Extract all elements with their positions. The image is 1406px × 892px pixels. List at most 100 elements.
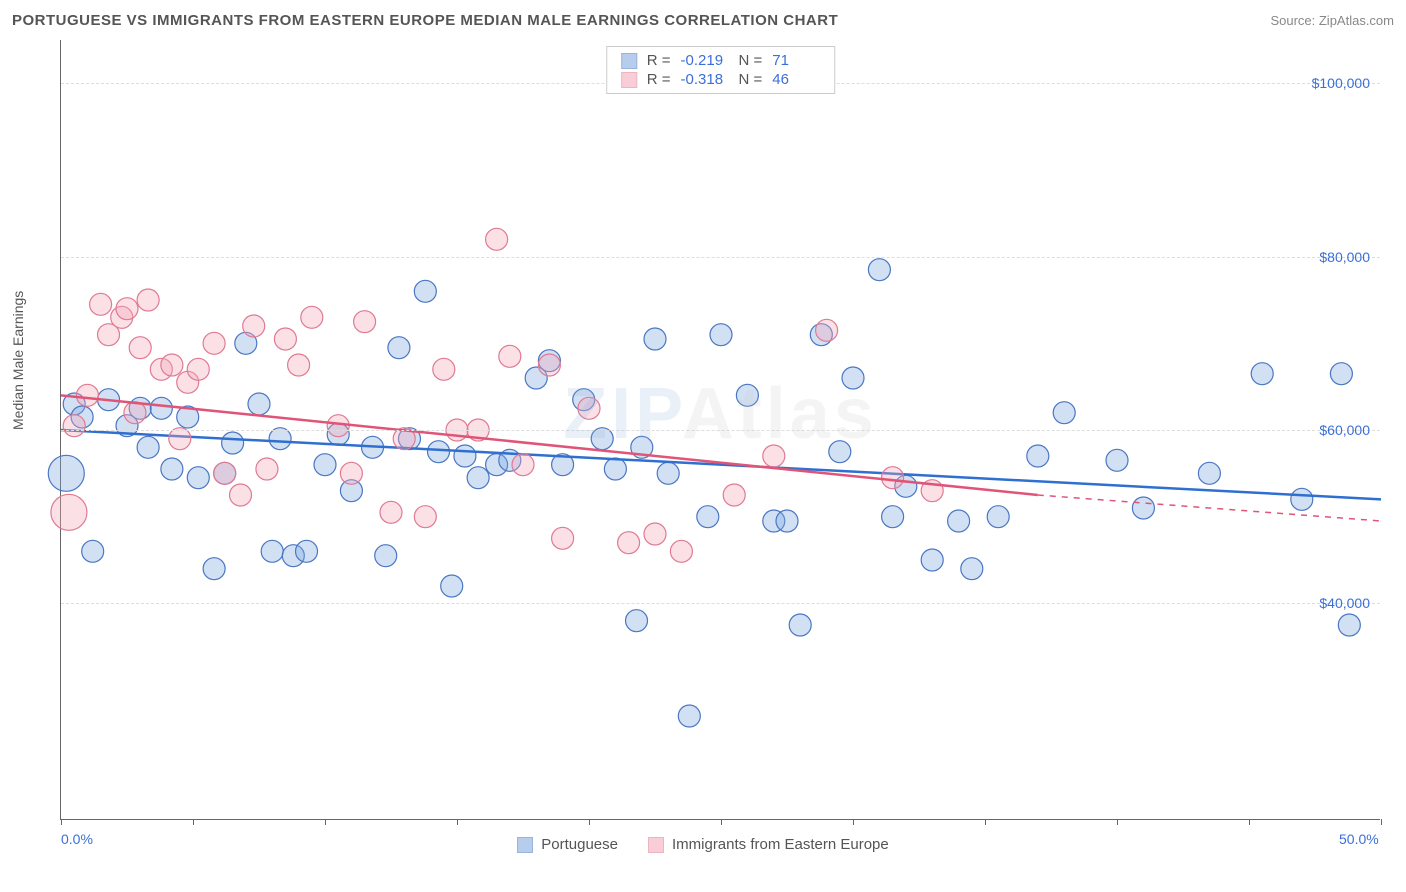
- data-point-portuguese: [1330, 363, 1352, 385]
- data-point-portuguese: [604, 458, 626, 480]
- data-point-portuguese: [48, 455, 84, 491]
- data-point-portuguese: [203, 558, 225, 580]
- data-point-portuguese: [454, 445, 476, 467]
- y-axis-label: Median Male Earnings: [10, 291, 26, 430]
- data-point-eastern_europe: [414, 506, 436, 528]
- data-point-portuguese: [948, 510, 970, 532]
- y-tick-label: $100,000: [1312, 75, 1370, 91]
- data-point-portuguese: [789, 614, 811, 636]
- data-point-portuguese: [1198, 462, 1220, 484]
- data-point-eastern_europe: [354, 311, 376, 333]
- stat-n-label: N =: [739, 52, 763, 69]
- x-tick-mark: [1249, 819, 1250, 825]
- data-point-eastern_europe: [274, 328, 296, 350]
- data-point-eastern_europe: [90, 293, 112, 315]
- data-point-portuguese: [248, 393, 270, 415]
- x-tick-mark: [721, 819, 722, 825]
- data-point-portuguese: [710, 324, 732, 346]
- data-point-eastern_europe: [301, 306, 323, 328]
- data-point-portuguese: [657, 462, 679, 484]
- data-point-portuguese: [626, 610, 648, 632]
- data-point-eastern_europe: [187, 358, 209, 380]
- data-point-portuguese: [150, 397, 172, 419]
- data-point-eastern_europe: [538, 354, 560, 376]
- data-point-eastern_europe: [327, 415, 349, 437]
- data-point-eastern_europe: [618, 532, 640, 554]
- data-point-eastern_europe: [433, 358, 455, 380]
- data-point-portuguese: [697, 506, 719, 528]
- source-name: ZipAtlas.com: [1319, 13, 1394, 28]
- gridline-h: [61, 603, 1380, 604]
- stat-n-value-0: 71: [772, 52, 820, 69]
- stats-row: R = -0.219 N = 71: [621, 51, 821, 70]
- data-point-eastern_europe: [76, 384, 98, 406]
- data-point-eastern_europe: [63, 415, 85, 437]
- data-point-portuguese: [1027, 445, 1049, 467]
- data-point-eastern_europe: [116, 298, 138, 320]
- x-tick-mark: [985, 819, 986, 825]
- data-point-portuguese: [467, 467, 489, 489]
- x-tick-mark: [61, 819, 62, 825]
- data-point-portuguese: [1132, 497, 1154, 519]
- data-point-portuguese: [736, 384, 758, 406]
- data-point-portuguese: [1338, 614, 1360, 636]
- x-tick-mark: [193, 819, 194, 825]
- data-point-portuguese: [921, 549, 943, 571]
- data-point-portuguese: [829, 441, 851, 463]
- data-point-eastern_europe: [882, 467, 904, 489]
- x-tick-mark: [853, 819, 854, 825]
- correlation-stats-box: R = -0.219 N = 71 R = -0.318 N = 46: [606, 46, 836, 94]
- series-swatch-1: [621, 72, 637, 88]
- data-point-portuguese: [187, 467, 209, 489]
- data-point-eastern_europe: [552, 527, 574, 549]
- stat-r-label: R =: [647, 52, 671, 69]
- data-point-eastern_europe: [512, 454, 534, 476]
- stat-r-label: R =: [647, 71, 671, 88]
- data-point-portuguese: [1251, 363, 1273, 385]
- data-point-eastern_europe: [214, 462, 236, 484]
- data-point-portuguese: [161, 458, 183, 480]
- y-tick-label: $80,000: [1319, 249, 1370, 265]
- data-point-portuguese: [776, 510, 798, 532]
- data-point-portuguese: [375, 545, 397, 567]
- data-point-portuguese: [1053, 402, 1075, 424]
- stats-row: R = -0.318 N = 46: [621, 70, 821, 89]
- data-point-eastern_europe: [380, 501, 402, 523]
- data-point-portuguese: [137, 436, 159, 458]
- stat-n-value-1: 46: [772, 71, 820, 88]
- legend-swatch-1: [648, 837, 664, 853]
- data-point-portuguese: [842, 367, 864, 389]
- data-point-portuguese: [868, 259, 890, 281]
- chart-plot-area: ZIPAtlas R = -0.219 N = 71 R = -0.318 N …: [60, 40, 1380, 820]
- data-point-eastern_europe: [499, 345, 521, 367]
- data-point-portuguese: [678, 705, 700, 727]
- legend: Portuguese Immigrants from Eastern Europ…: [0, 836, 1406, 853]
- gridline-h: [61, 257, 1380, 258]
- x-tick-mark: [325, 819, 326, 825]
- data-point-portuguese: [961, 558, 983, 580]
- data-point-portuguese: [82, 540, 104, 562]
- data-point-portuguese: [222, 432, 244, 454]
- y-tick-label: $40,000: [1319, 595, 1370, 611]
- x-tick-mark: [1381, 819, 1382, 825]
- stat-r-value-0: -0.219: [681, 52, 729, 69]
- source-attribution: Source: ZipAtlas.com: [1270, 13, 1394, 28]
- legend-swatch-0: [517, 837, 533, 853]
- x-tick-mark: [1117, 819, 1118, 825]
- data-point-portuguese: [1291, 488, 1313, 510]
- data-point-eastern_europe: [243, 315, 265, 337]
- source-prefix: Source:: [1270, 13, 1318, 28]
- data-point-portuguese: [414, 280, 436, 302]
- gridline-h: [61, 430, 1380, 431]
- data-point-eastern_europe: [763, 445, 785, 467]
- data-point-portuguese: [644, 328, 666, 350]
- data-point-eastern_europe: [129, 337, 151, 359]
- data-point-portuguese: [882, 506, 904, 528]
- y-tick-label: $60,000: [1319, 422, 1370, 438]
- data-point-eastern_europe: [51, 494, 87, 530]
- data-point-eastern_europe: [256, 458, 278, 480]
- data-point-eastern_europe: [137, 289, 159, 311]
- series-swatch-0: [621, 53, 637, 69]
- data-point-portuguese: [428, 441, 450, 463]
- data-point-portuguese: [987, 506, 1009, 528]
